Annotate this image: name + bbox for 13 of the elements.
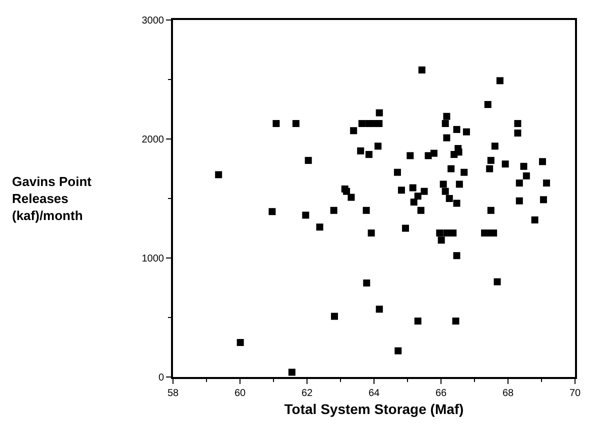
y-tick-label: 2000 (142, 134, 164, 146)
y-axis-title: Gavins Point Releases (kaf)/month (12, 174, 92, 223)
x-tick-label: 60 (234, 388, 246, 399)
x-tick-label: 62 (301, 388, 313, 399)
x-tick-label: 64 (368, 388, 380, 399)
y-tick-label: 0 (158, 372, 164, 384)
y-tick-label: 1000 (142, 254, 164, 264)
x-tick-label: 70 (569, 388, 581, 399)
x-tick-label: 68 (502, 388, 514, 399)
x-tick-label: 58 (167, 388, 179, 399)
x-tick-label: 66 (435, 388, 447, 399)
x-axis-title: Total System Storage (Maf) (284, 400, 464, 417)
y-tick-label: 3000 (142, 16, 164, 26)
